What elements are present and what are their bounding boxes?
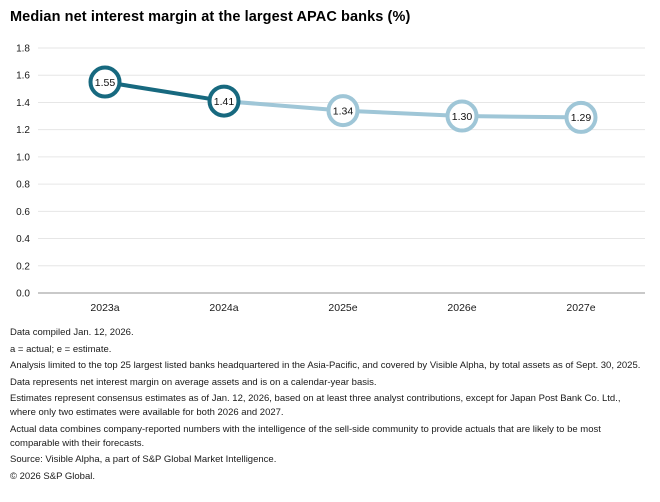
y-tick-label: 0.4: [16, 234, 30, 245]
y-tick-label: 0.8: [16, 180, 30, 191]
x-tick-label: 2027e: [566, 302, 595, 314]
line-segment: [342, 108, 463, 119]
data-point-marker: [207, 84, 241, 118]
footnote-data-basis: Data represents net interest margin on a…: [10, 376, 377, 388]
footnote-data-compiled: Data compiled Jan. 12, 2026.: [10, 327, 134, 338]
line-segment: [461, 114, 582, 120]
data-point-label: 1.55: [95, 77, 116, 89]
y-tick-label: 0.6: [16, 207, 30, 218]
data-point-label: 1.30: [452, 111, 473, 123]
data-point-label: 1.34: [333, 105, 354, 117]
x-tick-label: 2025e: [328, 302, 357, 314]
y-tick-label: 1.2: [16, 125, 30, 136]
y-tick-label: 0.2: [16, 261, 30, 272]
y-tick-label: 1.6: [16, 71, 30, 82]
y-tick-label: 0.0: [16, 289, 30, 300]
data-point-marker: [445, 99, 479, 133]
data-point-label: 1.41: [214, 96, 235, 108]
data-point-label: 1.29: [571, 112, 592, 124]
y-tick-label: 1.8: [16, 44, 30, 55]
footnote-legend-key: a = actual; e = estimate.: [10, 343, 112, 355]
nim-line-chart: 1.8 1.6 1.4 1.2 1.0 0.8 0.6 0.4 0.2 0.0 2023a 2024a…: [0, 38, 660, 318]
data-point-marker: [88, 65, 122, 99]
y-tick-label: 1.0: [16, 152, 30, 163]
footnotes-block: Data compiled Jan. 12, 2026. a = actual;…: [10, 326, 648, 486]
x-tick-label: 2023a: [90, 302, 119, 314]
footnote-source: Source: Visible Alpha, a part of S&P Glo…: [10, 454, 277, 465]
footnote-analysis-scope: Analysis limited to the top 25 largest l…: [10, 360, 641, 371]
data-point-marker: [326, 94, 360, 128]
data-point-marker: [564, 100, 598, 134]
line-segment: [223, 99, 344, 113]
x-tick-label: 2026e: [447, 302, 476, 314]
footnote-actuals: Actual data combines company-reported nu…: [10, 423, 601, 449]
line-segment: [104, 80, 225, 104]
y-tick-label: 1.4: [16, 98, 30, 109]
chart-title: Median net interest margin at the larges…: [10, 9, 411, 25]
x-tick-label: 2024a: [209, 302, 238, 314]
nim-line-chart-svg: 1.8 1.6 1.4 1.2 1.0 0.8 0.6 0.4 0.2 0.0 2023a 2024a…: [16, 44, 645, 314]
footnote-estimates: Estimates represent consensus estimates …: [10, 393, 621, 418]
footnote-copyright: © 2026 S&P Global.: [10, 470, 95, 482]
